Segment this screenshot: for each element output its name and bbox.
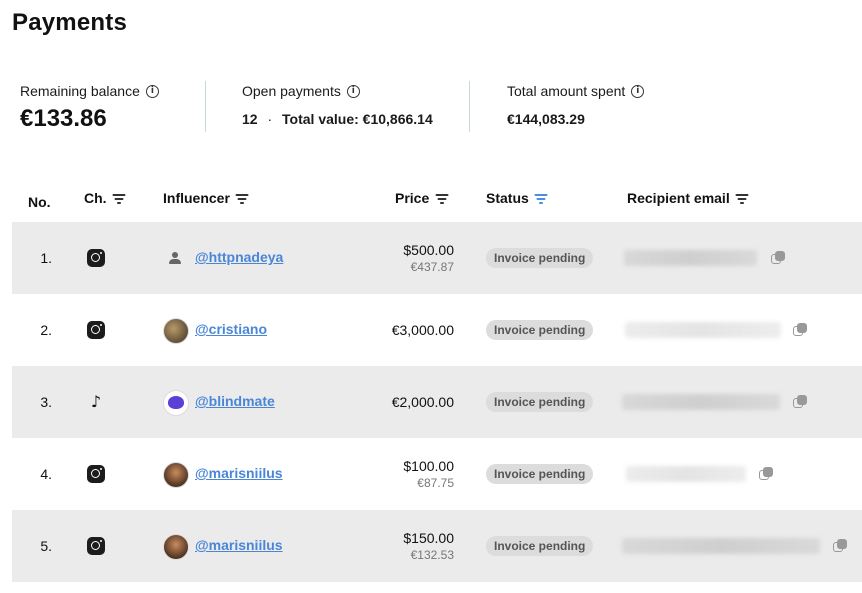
table-row[interactable]: 4. @marisniilus $100.00 €87.75 Invoice p…	[12, 438, 862, 510]
tiktok-icon: ♪	[90, 392, 102, 411]
open-payments-label: Open payments i	[242, 83, 360, 99]
info-icon[interactable]: i	[346, 84, 360, 98]
row-number: 3.	[40, 394, 52, 410]
row-number: 5.	[40, 538, 52, 554]
total-spent-text: Total amount spent	[507, 83, 626, 99]
status-badge: Invoice pending	[486, 536, 594, 556]
influencer-link[interactable]: @blindmate	[195, 393, 275, 409]
copy-icon[interactable]	[771, 251, 785, 264]
copy-icon[interactable]	[833, 539, 847, 552]
price-cell: €2,000.00	[392, 394, 454, 410]
header-no-label: No.	[28, 194, 51, 210]
status-badge: Invoice pending	[486, 464, 594, 484]
open-payments-value: 12 · Total value: €10,866.14	[242, 111, 433, 127]
separator-dot: ·	[267, 111, 273, 127]
recipient-email-redacted	[622, 538, 820, 554]
remaining-balance-text: Remaining balance	[20, 83, 140, 99]
column-header-email[interactable]: Recipient email	[627, 190, 749, 206]
influencer-link[interactable]: @httpnadeya	[195, 249, 284, 265]
price-cell: $100.00 €87.75	[403, 458, 454, 490]
filter-icon[interactable]	[735, 193, 749, 204]
remaining-balance-label: Remaining balance i	[20, 83, 159, 99]
price-main: $500.00	[403, 242, 454, 258]
status-badge: Invoice pending	[486, 248, 594, 268]
total-spent-label: Total amount spent i	[507, 83, 645, 99]
stat-divider	[469, 81, 470, 132]
price-eur: €132.53	[410, 548, 454, 562]
stat-divider	[205, 81, 206, 132]
instagram-icon	[87, 465, 105, 483]
influencer-link[interactable]: @marisniilus	[195, 465, 283, 481]
header-email-label: Recipient email	[627, 190, 730, 206]
price-main: $100.00	[403, 458, 454, 474]
influencer-link[interactable]: @marisniilus	[195, 537, 283, 553]
status-badge: Invoice pending	[486, 320, 594, 340]
column-header-influencer[interactable]: Influencer	[163, 190, 249, 206]
price-main: €3,000.00	[391, 322, 454, 338]
filter-icon[interactable]	[235, 193, 249, 204]
remaining-balance-value: €133.86	[20, 105, 107, 132]
recipient-email-redacted	[626, 466, 746, 482]
info-icon[interactable]: i	[145, 84, 159, 98]
page-title: Payments	[12, 9, 127, 36]
price-main: €2,000.00	[391, 394, 454, 410]
header-price-label: Price	[395, 190, 430, 206]
info-icon[interactable]: i	[631, 84, 645, 98]
copy-icon[interactable]	[759, 467, 773, 480]
open-payments-count: 12	[242, 111, 258, 127]
price-eur: €87.75	[417, 476, 454, 490]
table-row[interactable]: 2. @cristiano €3,000.00 Invoice pending	[12, 294, 862, 366]
status-badge: Invoice pending	[486, 392, 594, 412]
header-influencer-label: Influencer	[163, 190, 230, 206]
table-row[interactable]: 1. @httpnadeya $500.00 €437.87 Invoice p…	[12, 222, 862, 294]
open-payments-text: Open payments	[242, 83, 341, 99]
avatar	[163, 534, 189, 560]
filter-icon[interactable]	[112, 193, 126, 204]
filter-icon[interactable]	[435, 193, 449, 204]
avatar	[163, 390, 189, 416]
table-row[interactable]: 5. @marisniilus $150.00 €132.53 Invoice …	[12, 510, 862, 582]
avatar	[163, 462, 189, 488]
row-number: 2.	[40, 322, 52, 338]
price-eur: €437.87	[410, 260, 454, 274]
open-payments-total: Total value: €10,866.14	[282, 111, 433, 127]
price-cell: $500.00 €437.87	[403, 242, 454, 274]
influencer-link[interactable]: @cristiano	[195, 321, 268, 337]
avatar	[163, 318, 189, 344]
filter-active-icon[interactable]	[534, 193, 548, 204]
recipient-email-redacted	[622, 394, 780, 410]
row-number: 1.	[40, 250, 52, 266]
person-icon	[163, 246, 187, 270]
column-header-status[interactable]: Status	[486, 190, 548, 206]
price-cell: €3,000.00	[392, 322, 454, 338]
recipient-email-redacted	[624, 250, 757, 266]
copy-icon[interactable]	[793, 395, 807, 408]
column-header-no: No.	[28, 194, 51, 210]
instagram-icon	[87, 537, 105, 555]
copy-icon[interactable]	[793, 323, 807, 336]
instagram-icon	[87, 249, 105, 267]
header-status-label: Status	[486, 190, 529, 206]
total-spent-value: €144,083.29	[507, 111, 585, 127]
price-cell: $150.00 €132.53	[403, 530, 454, 562]
price-main: $150.00	[403, 530, 454, 546]
header-channel-label: Ch.	[84, 190, 107, 206]
column-header-price[interactable]: Price	[395, 190, 449, 206]
column-header-channel[interactable]: Ch.	[84, 190, 126, 206]
instagram-icon	[87, 321, 105, 339]
recipient-email-redacted	[625, 322, 781, 338]
row-number: 4.	[40, 466, 52, 482]
table-row[interactable]: 3. ♪ @blindmate €2,000.00 Invoice pendin…	[12, 366, 862, 438]
